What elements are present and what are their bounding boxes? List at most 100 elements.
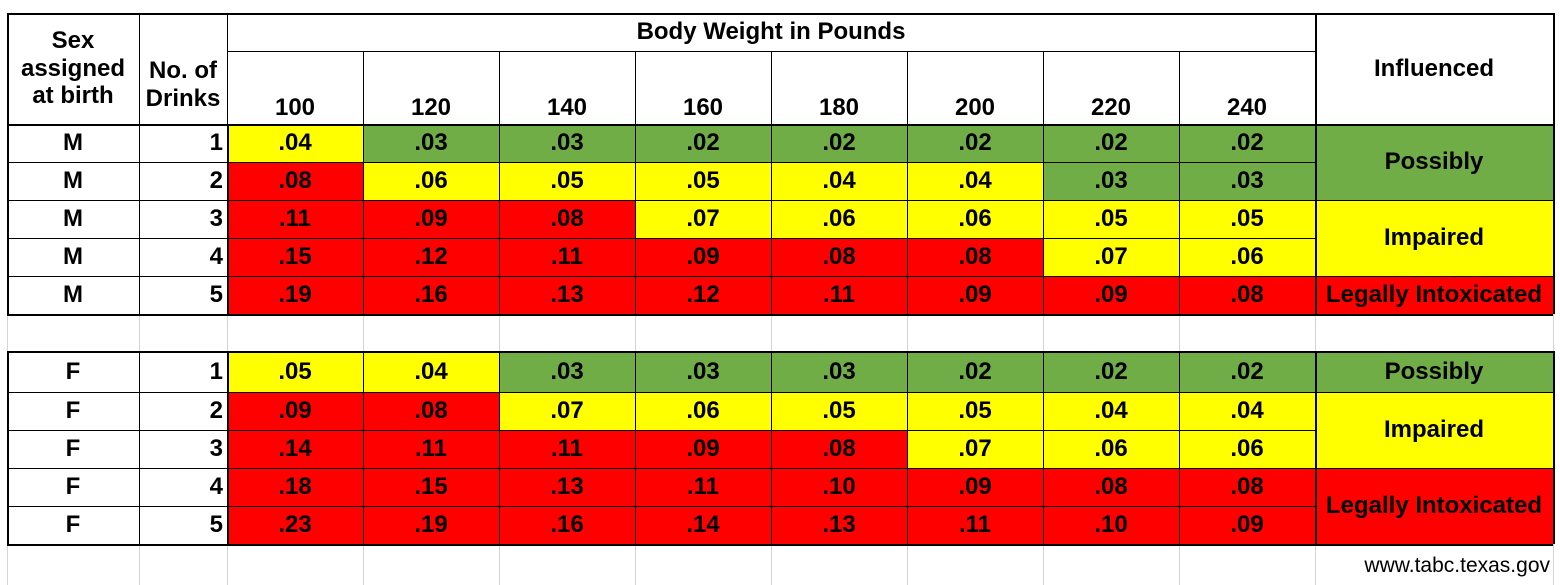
header-col-border bbox=[1553, 13, 1555, 124]
male-col-border bbox=[635, 124, 636, 314]
female-bac-cell: .11 bbox=[499, 430, 635, 468]
male-bac-cell: .04 bbox=[771, 162, 907, 200]
male-sex-cell: M bbox=[63, 205, 83, 233]
female-row-border bbox=[7, 430, 1315, 431]
female-bac-cell: .09 bbox=[907, 468, 1043, 506]
sex-header-line: assigned bbox=[20, 54, 126, 82]
female-bac-cell: .18 bbox=[227, 468, 363, 506]
male-col-border bbox=[139, 124, 140, 314]
sheet-gridline bbox=[1315, 314, 1316, 351]
male-bac-cell: .02 bbox=[1179, 124, 1315, 162]
male-bac-cell: .02 bbox=[1043, 124, 1179, 162]
female-row-border bbox=[7, 392, 1315, 393]
female-bac-cell: .11 bbox=[635, 468, 771, 506]
weight-col-border bbox=[907, 51, 908, 124]
male-drinks-cell: 1 bbox=[209, 129, 223, 157]
sheet-gridline bbox=[1179, 544, 1180, 585]
header-col-border bbox=[7, 13, 9, 124]
header-top-border bbox=[7, 13, 1553, 15]
male-bac-cell: .05 bbox=[499, 162, 635, 200]
female-bac-cell: .14 bbox=[635, 506, 771, 544]
sheet-gridline bbox=[139, 314, 140, 351]
male-bac-cell: .02 bbox=[907, 124, 1043, 162]
male-bac-cell: .06 bbox=[1179, 238, 1315, 276]
drinks-header-line: No. of bbox=[149, 56, 217, 84]
female-top-border bbox=[7, 351, 1553, 353]
weight-col-240: 240 bbox=[1226, 94, 1268, 122]
male-row-border bbox=[7, 276, 1315, 277]
sheet-gridline bbox=[771, 314, 772, 351]
sheet-gridline bbox=[1315, 544, 1316, 585]
weight-col-border bbox=[1043, 51, 1044, 124]
female-col-border bbox=[1179, 351, 1180, 544]
female-bac-cell: .04 bbox=[363, 351, 499, 392]
male-bac-cell: .02 bbox=[771, 124, 907, 162]
header-col-border bbox=[1315, 13, 1317, 124]
male-bac-cell: .08 bbox=[499, 200, 635, 238]
sheet-gridline bbox=[1043, 314, 1044, 351]
male-col-border bbox=[771, 124, 772, 314]
female-bac-cell: .03 bbox=[635, 351, 771, 392]
male-bac-cell: .09 bbox=[1043, 276, 1179, 314]
header-bottom-border bbox=[7, 124, 1553, 126]
female-bac-cell: .06 bbox=[1179, 430, 1315, 468]
male-bac-cell: .03 bbox=[363, 124, 499, 162]
female-bac-cell: .23 bbox=[227, 506, 363, 544]
male-bac-cell: .02 bbox=[635, 124, 771, 162]
female-col-border bbox=[227, 351, 229, 544]
male-bac-cell: .08 bbox=[907, 238, 1043, 276]
female-drinks-cell: 4 bbox=[209, 473, 223, 501]
female-col-border bbox=[1315, 351, 1317, 544]
male-bac-cell: .04 bbox=[907, 162, 1043, 200]
female-drinks-cell: 3 bbox=[209, 435, 223, 463]
female-col-border bbox=[635, 351, 636, 544]
sheet-gridline bbox=[1179, 314, 1180, 351]
weight-col-border bbox=[771, 51, 772, 124]
female-bac-cell: .09 bbox=[227, 392, 363, 430]
female-drinks-cell: 1 bbox=[209, 357, 223, 385]
male-drinks-cell: 2 bbox=[209, 167, 223, 195]
male-bac-cell: .16 bbox=[363, 276, 499, 314]
female-bac-cell: .02 bbox=[907, 351, 1043, 392]
female-sex-cell: F bbox=[65, 435, 81, 463]
female-bac-cell: .19 bbox=[363, 506, 499, 544]
female-sex-cell: F bbox=[65, 357, 81, 385]
male-status-impaired: Impaired bbox=[1315, 200, 1553, 276]
male-bac-cell: .13 bbox=[499, 276, 635, 314]
female-bac-cell: .04 bbox=[1179, 392, 1315, 430]
male-bottom-border bbox=[7, 314, 1553, 316]
female-bac-cell: .08 bbox=[363, 392, 499, 430]
sheet-gridline bbox=[635, 544, 636, 585]
male-col-border bbox=[1043, 124, 1044, 314]
weight-col-140: 140 bbox=[546, 94, 588, 122]
female-col-border bbox=[7, 351, 9, 544]
sex-header: Sex assigned at birth bbox=[7, 13, 139, 124]
sheet-gridline bbox=[7, 314, 8, 351]
male-bac-cell: .15 bbox=[227, 238, 363, 276]
male-row-border bbox=[7, 200, 1315, 201]
female-bac-cell: .06 bbox=[635, 392, 771, 430]
weight-col-120: 120 bbox=[410, 94, 452, 122]
male-bac-cell: .11 bbox=[499, 238, 635, 276]
female-col-border bbox=[363, 351, 364, 544]
female-bac-cell: .11 bbox=[907, 506, 1043, 544]
weight-col-180: 180 bbox=[818, 94, 860, 122]
sheet-gridline bbox=[907, 544, 908, 585]
sheet-gridline bbox=[139, 544, 140, 585]
male-bac-cell: .05 bbox=[1043, 200, 1179, 238]
female-bac-cell: .05 bbox=[227, 351, 363, 392]
male-col-border bbox=[363, 124, 364, 314]
weight-col-border bbox=[635, 51, 636, 124]
weight-col-border bbox=[1179, 51, 1180, 124]
sex-header-line: Sex bbox=[51, 27, 95, 55]
male-bac-cell: .12 bbox=[363, 238, 499, 276]
female-status-legally-intoxicated: Legally Intoxicated bbox=[1315, 468, 1553, 544]
female-bac-cell: .08 bbox=[1043, 468, 1179, 506]
female-bac-cell: .10 bbox=[1043, 506, 1179, 544]
female-col-border bbox=[1553, 351, 1555, 544]
weight-col-200: 200 bbox=[954, 94, 996, 122]
header-col-border bbox=[139, 13, 140, 124]
male-sex-cell: M bbox=[63, 167, 83, 195]
male-drinks-cell: 4 bbox=[209, 243, 223, 271]
